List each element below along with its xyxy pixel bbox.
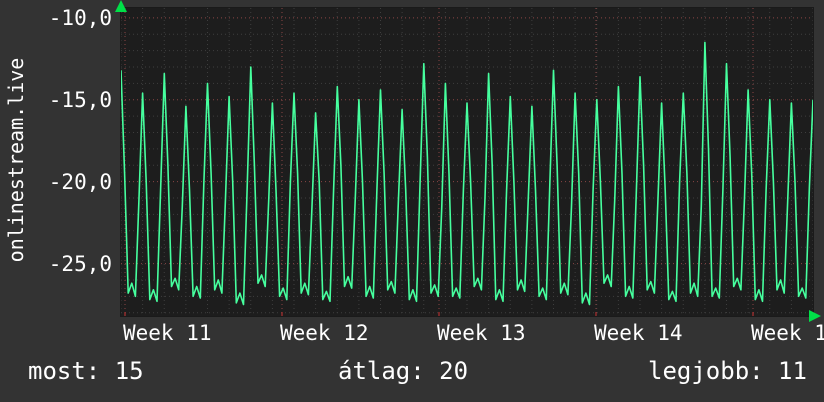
plot-area <box>121 8 813 316</box>
x-axis-tick-label: Week 1 <box>751 321 824 345</box>
x-axis-tick-label: Week 14 <box>594 321 683 345</box>
y-axis-tick-label: -15,0 <box>48 88 112 112</box>
stat-best: legjobb: 11 <box>648 357 807 385</box>
stat-average: átlag: 20 <box>338 357 469 385</box>
x-axis-tick-label: Week 13 <box>437 321 526 345</box>
y-axis-tick-label: -10,0 <box>48 6 112 30</box>
x-axis-tick-label: Week 12 <box>280 321 369 345</box>
x-axis-arrow-icon <box>809 310 821 322</box>
y-axis-tick-label: -25,0 <box>48 252 112 276</box>
x-axis-tick-label: Week 11 <box>123 321 212 345</box>
y-axis-tick-label: -20,0 <box>48 170 112 194</box>
y-axis-arrow-icon <box>115 0 127 12</box>
line-chart-svg <box>121 8 813 316</box>
stat-current: most: 15 <box>28 357 144 385</box>
watermark-vertical-label: onlinestream.live <box>4 57 28 263</box>
